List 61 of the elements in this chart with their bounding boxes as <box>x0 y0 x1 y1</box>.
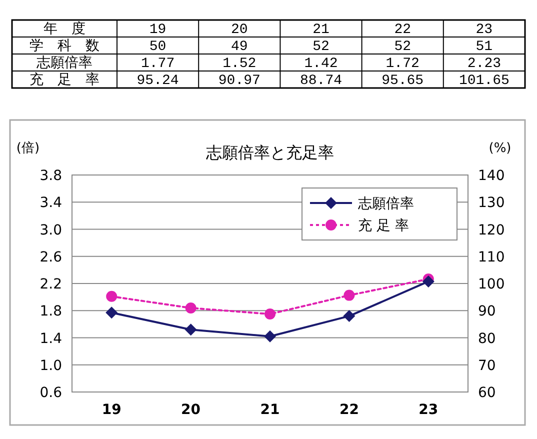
chart-title: 志願倍率と充足率 <box>206 143 334 162</box>
data-label: 1.77 <box>140 56 175 72</box>
x-tick-label: 21 <box>312 22 330 38</box>
x-tick-label: 23 <box>476 22 493 38</box>
data-label: 1.72 <box>386 56 420 72</box>
point <box>344 290 355 301</box>
point <box>106 290 118 302</box>
x-tick-label: 21 <box>260 402 280 418</box>
y-tick-label: 学 科 数 <box>30 38 100 54</box>
x-tick-label: 22 <box>394 22 412 38</box>
data-label: 52 <box>394 39 412 55</box>
y2-tick-label: 100 <box>478 276 505 292</box>
y-tick-label: 1.4 <box>40 330 62 347</box>
y2-tick-label: 70 <box>478 358 496 374</box>
data-label: 1.42 <box>304 56 338 72</box>
data-label: 51 <box>476 39 493 55</box>
y2-tick-label: 110 <box>478 249 505 266</box>
text: 年 度 <box>44 21 86 37</box>
y-tick-label: 2.6 <box>40 249 62 266</box>
legend-label: 志願倍率 <box>358 196 414 212</box>
y-tick-label: 充 足 率 <box>30 72 100 88</box>
point <box>184 324 197 336</box>
data-label: 49 <box>230 39 248 55</box>
data-label: 1.52 <box>222 56 256 72</box>
legend-label: 充 足 率 <box>358 218 409 234</box>
point <box>422 275 434 288</box>
y-tick-label: 3.4 <box>40 195 62 212</box>
data-label: 2.23 <box>467 56 502 72</box>
y-tick-label: 3.0 <box>40 222 62 238</box>
data-label: 101.65 <box>458 73 510 89</box>
y2-tick-label: 130 <box>478 195 505 212</box>
x-tick-label: 19 <box>102 402 122 418</box>
y2-axis-title: (%) <box>488 141 512 156</box>
point <box>264 330 276 342</box>
x-tick-label: 22 <box>339 402 359 418</box>
data-label: 88.74 <box>300 73 342 89</box>
x-tick-label: 23 <box>418 402 438 418</box>
y2-tick-label: 120 <box>478 222 505 238</box>
point <box>264 308 276 320</box>
data-label: 50 <box>149 39 166 55</box>
data-label: 95.24 <box>136 73 179 89</box>
x-tick-label: 20 <box>230 22 248 38</box>
data-label: 90.97 <box>218 73 260 89</box>
y-tick-label: 1.0 <box>40 358 62 374</box>
y-tick-label: 志願倍率 <box>36 55 92 71</box>
y2-tick-label: 60 <box>478 385 496 401</box>
y-axis-title: (倍) <box>16 141 40 156</box>
y2-tick-label: 90 <box>478 304 496 320</box>
y-tick-label: 1.8 <box>40 304 62 320</box>
data-label: 52 <box>312 39 330 55</box>
x-tick-label: 19 <box>149 22 166 38</box>
y-tick-label: 3.8 <box>40 168 62 184</box>
data-label: 95.65 <box>382 73 424 89</box>
y2-tick-label: 140 <box>478 168 505 184</box>
point <box>106 306 118 319</box>
y-tick-label: 2.2 <box>40 276 62 292</box>
point <box>343 310 356 322</box>
y-tick-label: 0.6 <box>40 385 62 401</box>
x-tick-label: 20 <box>181 402 201 418</box>
y2-tick-label: 80 <box>478 330 496 347</box>
point <box>185 302 196 314</box>
